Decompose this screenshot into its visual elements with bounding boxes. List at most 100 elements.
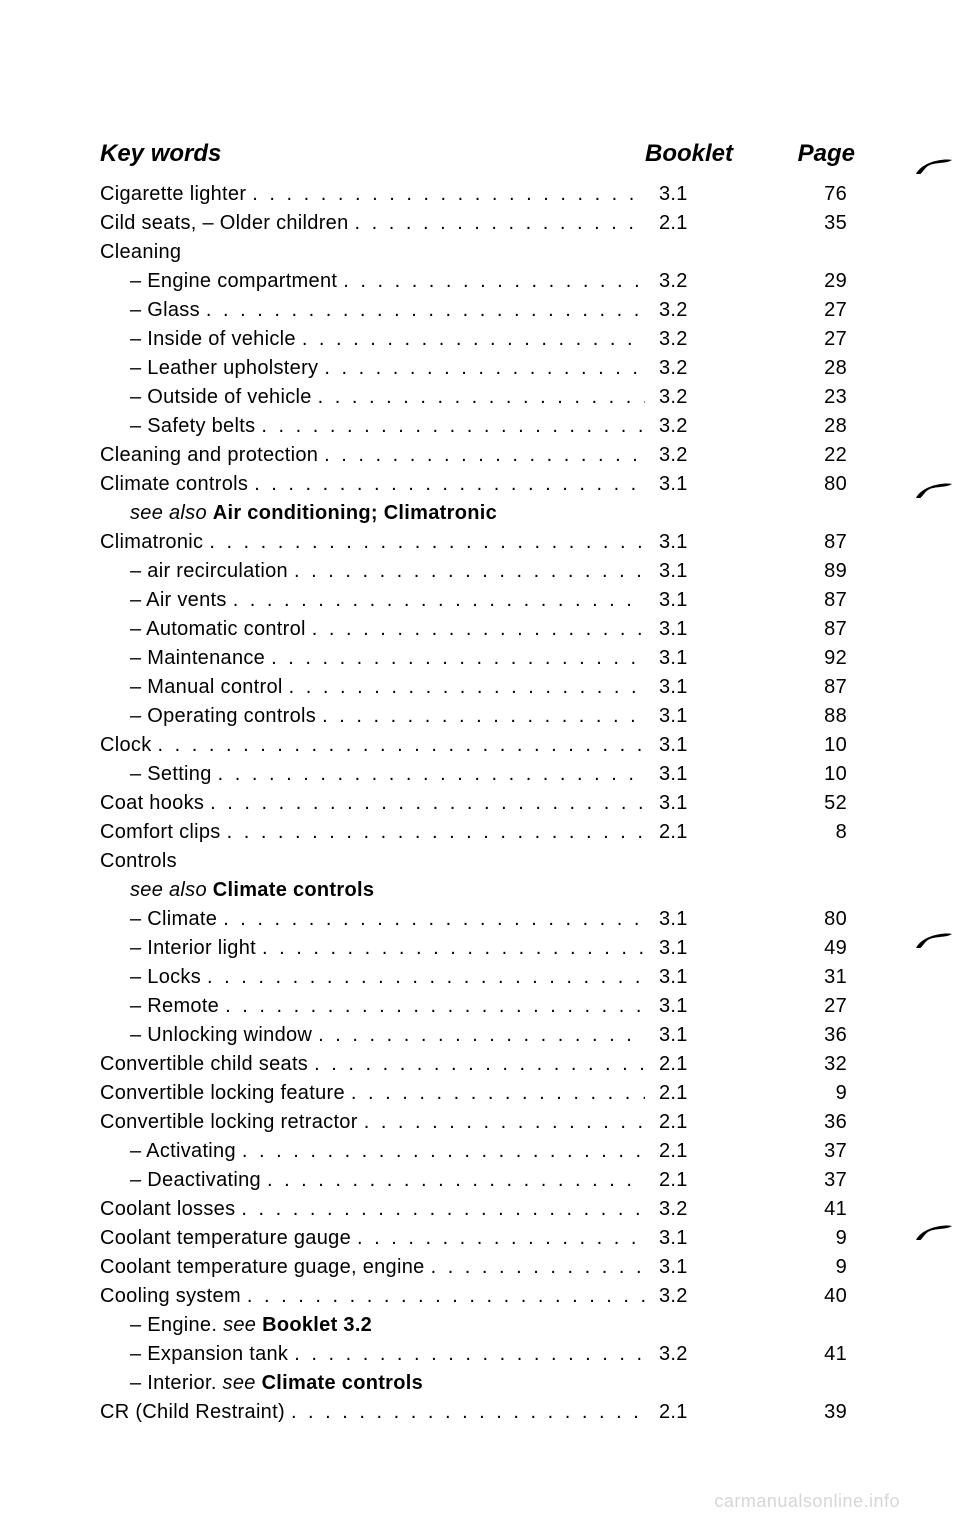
entry-label: see also Air conditioning; Climatronic xyxy=(130,499,497,528)
entry-label: – Activating xyxy=(130,1137,236,1166)
entry-booklet: 3.1 xyxy=(645,1253,765,1282)
index-entry: – Unlocking window. . . . . . . . . . . … xyxy=(100,1021,865,1050)
entry-label-wrap: Coolant temperature gauge. . . . . . . .… xyxy=(100,1224,645,1253)
entry-label: – Glass xyxy=(130,296,200,325)
leader-dots: . . . . . . . . . . . . . . . . . . . . … xyxy=(283,673,645,702)
entry-label-wrap: – Climate. . . . . . . . . . . . . . . .… xyxy=(100,905,645,934)
entry-label-wrap: – Leather upholstery. . . . . . . . . . … xyxy=(100,354,645,383)
leader-dots: . . . . . . . . . . . . . . . . . . . . … xyxy=(345,1079,645,1108)
entry-label: – Remote xyxy=(130,992,219,1021)
entry-label: Climatronic xyxy=(100,528,203,557)
leader-dots: . . . . . . . . . . . . . . . . . . . . … xyxy=(255,412,645,441)
entry-label: – Setting xyxy=(130,760,212,789)
entry-page: 87 xyxy=(765,673,865,702)
leader-dots: . . . . . . . . . . . . . . . . . . . . … xyxy=(200,296,645,325)
index-entry: Cigarette lighter. . . . . . . . . . . .… xyxy=(100,180,865,209)
index-entry: Coolant temperature guage, engine. . . .… xyxy=(100,1253,865,1282)
entry-label: – Unlocking window xyxy=(130,1021,312,1050)
entry-label-wrap: Coolant losses. . . . . . . . . . . . . … xyxy=(100,1195,645,1224)
entry-label-wrap: – Engine. see Booklet 3.2 xyxy=(100,1311,645,1340)
entry-label: – Outside of vehicle xyxy=(130,383,312,412)
leader-dots: . . . . . . . . . . . . . . . . . . . . … xyxy=(246,180,645,209)
entry-label-wrap: Coolant temperature guage, engine. . . .… xyxy=(100,1253,645,1282)
entry-label: Cigarette lighter xyxy=(100,180,246,209)
index-entry: – Manual control. . . . . . . . . . . . … xyxy=(100,673,865,702)
entry-label: – Expansion tank xyxy=(130,1340,288,1369)
entry-label-wrap: – Operating controls. . . . . . . . . . … xyxy=(100,702,645,731)
entry-label-wrap: – air recirculation. . . . . . . . . . .… xyxy=(100,557,645,586)
entry-page: 87 xyxy=(765,528,865,557)
entry-page: 10 xyxy=(765,731,865,760)
index-entry: – Leather upholstery. . . . . . . . . . … xyxy=(100,354,865,383)
index-entry: Clock. . . . . . . . . . . . . . . . . .… xyxy=(100,731,865,760)
entry-label: Comfort clips xyxy=(100,818,221,847)
entry-label: Cooling system xyxy=(100,1282,241,1311)
entry-label: – Interior. see Climate controls xyxy=(130,1369,423,1398)
entry-label-wrap: – Expansion tank. . . . . . . . . . . . … xyxy=(100,1340,645,1369)
entry-label: Coolant temperature gauge xyxy=(100,1224,351,1253)
index-page: Key words Booklet Page Cigarette lighter… xyxy=(0,0,960,1487)
entry-label-wrap: – Inside of vehicle. . . . . . . . . . .… xyxy=(100,325,645,354)
entry-label: Coat hooks xyxy=(100,789,204,818)
entry-page: 88 xyxy=(765,702,865,731)
entry-label-wrap: – Interior. see Climate controls xyxy=(100,1369,645,1398)
entry-label: – Locks xyxy=(130,963,201,992)
index-entry: CR (Child Restraint). . . . . . . . . . … xyxy=(100,1398,865,1427)
entry-booklet: 3.1 xyxy=(645,557,765,586)
leader-dots: . . . . . . . . . . . . . . . . . . . . … xyxy=(256,934,645,963)
entry-page: 80 xyxy=(765,470,865,499)
entry-label: – Deactivating xyxy=(130,1166,261,1195)
leader-dots: . . . . . . . . . . . . . . . . . . . . … xyxy=(318,441,645,470)
entry-booklet: 3.1 xyxy=(645,586,765,615)
entry-label: Convertible child seats xyxy=(100,1050,308,1079)
entry-page: 80 xyxy=(765,905,865,934)
entry-page: 28 xyxy=(765,412,865,441)
entry-booklet: 3.1 xyxy=(645,615,765,644)
entry-page: 9 xyxy=(765,1253,865,1282)
entry-page: 89 xyxy=(765,557,865,586)
entry-booklet: 3.1 xyxy=(645,905,765,934)
index-entry: – Activating. . . . . . . . . . . . . . … xyxy=(100,1137,865,1166)
entry-page: 9 xyxy=(765,1079,865,1108)
index-entry: – Inside of vehicle. . . . . . . . . . .… xyxy=(100,325,865,354)
entry-label-wrap: – Maintenance. . . . . . . . . . . . . .… xyxy=(100,644,645,673)
leader-dots: . . . . . . . . . . . . . . . . . . . . … xyxy=(219,992,645,1021)
leader-dots: . . . . . . . . . . . . . . . . . . . . … xyxy=(212,760,645,789)
entry-page: 27 xyxy=(765,296,865,325)
index-entry: – Climate. . . . . . . . . . . . . . . .… xyxy=(100,905,865,934)
entry-page: 27 xyxy=(765,992,865,1021)
entry-booklet: 3.2 xyxy=(645,296,765,325)
index-entry: Convertible locking feature. . . . . . .… xyxy=(100,1079,865,1108)
entry-label-wrap: Climatronic. . . . . . . . . . . . . . .… xyxy=(100,528,645,557)
entry-label-wrap: – Activating. . . . . . . . . . . . . . … xyxy=(100,1137,645,1166)
leader-dots: . . . . . . . . . . . . . . . . . . . . … xyxy=(236,1137,645,1166)
entry-label-wrap: see also Air conditioning; Climatronic xyxy=(100,499,645,528)
entry-booklet: 2.1 xyxy=(645,818,765,847)
entry-booklet: 2.1 xyxy=(645,1166,765,1195)
entry-label: Cleaning xyxy=(100,238,181,267)
entry-label-wrap: Clock. . . . . . . . . . . . . . . . . .… xyxy=(100,731,645,760)
entry-page: 23 xyxy=(765,383,865,412)
entry-page: 8 xyxy=(765,818,865,847)
entry-page: 27 xyxy=(765,325,865,354)
leader-dots: . . . . . . . . . . . . . . . . . . . . … xyxy=(306,615,645,644)
entry-booklet: 3.1 xyxy=(645,731,765,760)
index-entry: – Remote. . . . . . . . . . . . . . . . … xyxy=(100,992,865,1021)
index-entry: – Interior. see Climate controls xyxy=(100,1369,865,1398)
entry-label-wrap: – Unlocking window. . . . . . . . . . . … xyxy=(100,1021,645,1050)
leader-dots: . . . . . . . . . . . . . . . . . . . . … xyxy=(235,1195,645,1224)
entry-booklet: 3.1 xyxy=(645,1021,765,1050)
entry-page: 37 xyxy=(765,1166,865,1195)
entry-label-wrap: – Locks. . . . . . . . . . . . . . . . .… xyxy=(100,963,645,992)
index-entry: see also Air conditioning; Climatronic xyxy=(100,499,865,528)
index-entry: Cooling system. . . . . . . . . . . . . … xyxy=(100,1282,865,1311)
header-page: Page xyxy=(765,140,865,168)
entry-label-wrap: Cild seats, – Older children. . . . . . … xyxy=(100,209,645,238)
entry-booklet: 3.1 xyxy=(645,702,765,731)
thumb-tab-icon xyxy=(913,478,955,509)
entry-booklet: 3.2 xyxy=(645,354,765,383)
entry-label-wrap: Coat hooks. . . . . . . . . . . . . . . … xyxy=(100,789,645,818)
entry-label: – Leather upholstery xyxy=(130,354,318,383)
leader-dots: . . . . . . . . . . . . . . . . . . . . … xyxy=(265,644,645,673)
leader-dots: . . . . . . . . . . . . . . . . . . . . … xyxy=(351,1224,645,1253)
